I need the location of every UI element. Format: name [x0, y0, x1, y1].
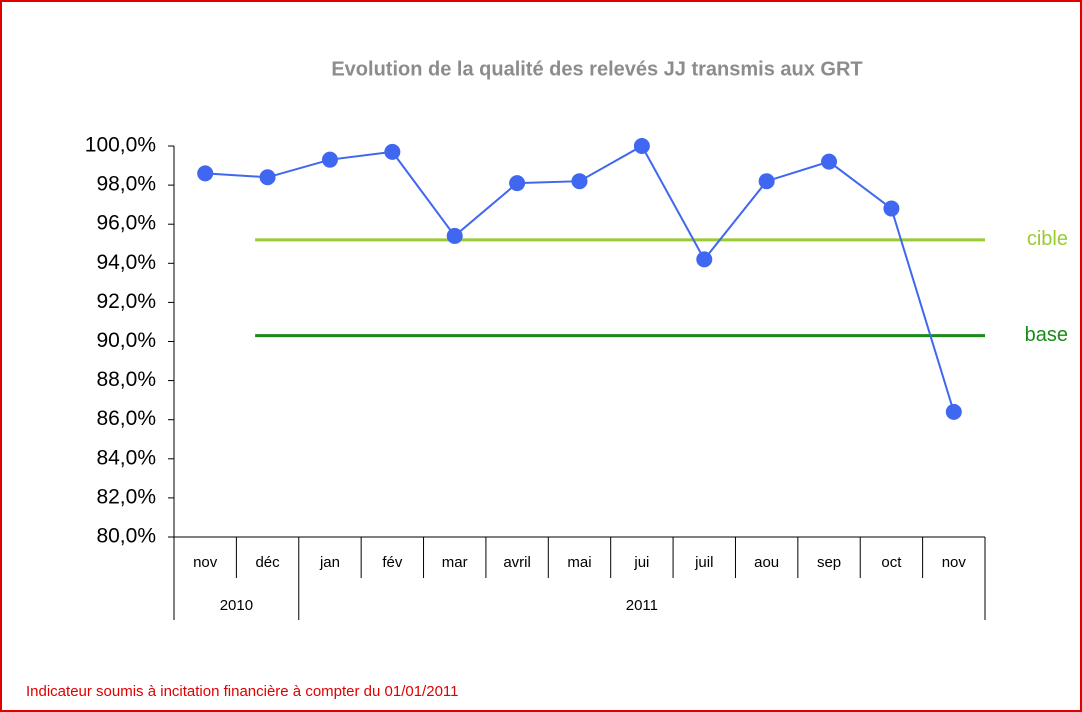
x-tick-label: aou: [754, 554, 779, 571]
x-tick-label: mar: [442, 554, 468, 571]
data-point: [821, 153, 838, 170]
x-tick-label: sep: [817, 554, 841, 571]
y-tick-label: 80,0%: [96, 525, 156, 548]
y-tick-label: 92,0%: [96, 290, 156, 313]
footnote: Indicateur soumis à incitation financièr…: [26, 683, 458, 700]
x-tick-label: déc: [255, 554, 280, 571]
x-tick-label: nov: [193, 554, 218, 571]
x-tick-label: nov: [942, 554, 967, 571]
data-point: [945, 403, 962, 420]
reference-label: cible: [1027, 228, 1068, 250]
y-tick-label: 86,0%: [96, 407, 156, 430]
x-tick-label: jui: [633, 554, 649, 571]
x-tick-label: fév: [382, 554, 403, 571]
y-tick-label: 100,0%: [85, 134, 156, 157]
y-tick-label: 98,0%: [96, 173, 156, 196]
y-tick-label: 96,0%: [96, 212, 156, 235]
data-point: [883, 200, 900, 217]
data-point: [509, 175, 526, 192]
chart-title: Evolution de la qualité des relevés JJ t…: [331, 58, 862, 80]
data-point: [633, 138, 650, 154]
x-tick-label: avril: [503, 554, 531, 571]
x-tick-label: jan: [319, 554, 340, 571]
data-point: [758, 173, 775, 190]
x-group-label: 2010: [220, 597, 253, 614]
y-tick-label: 90,0%: [96, 329, 156, 352]
y-tick-label: 82,0%: [96, 485, 156, 508]
data-point: [197, 165, 214, 182]
x-tick-label: mai: [567, 554, 591, 571]
y-tick-label: 84,0%: [96, 446, 156, 469]
data-point: [571, 173, 588, 190]
x-tick-label: juil: [694, 554, 713, 571]
data-point: [446, 227, 463, 244]
reference-label: base: [1025, 324, 1068, 346]
data-point: [384, 143, 401, 160]
data-point: [259, 169, 276, 186]
x-group-label: 2011: [626, 597, 658, 614]
y-tick-label: 88,0%: [96, 368, 156, 391]
data-point: [321, 151, 338, 168]
data-point: [696, 251, 713, 268]
y-tick-label: 94,0%: [96, 251, 156, 274]
x-tick-label: oct: [881, 554, 902, 571]
